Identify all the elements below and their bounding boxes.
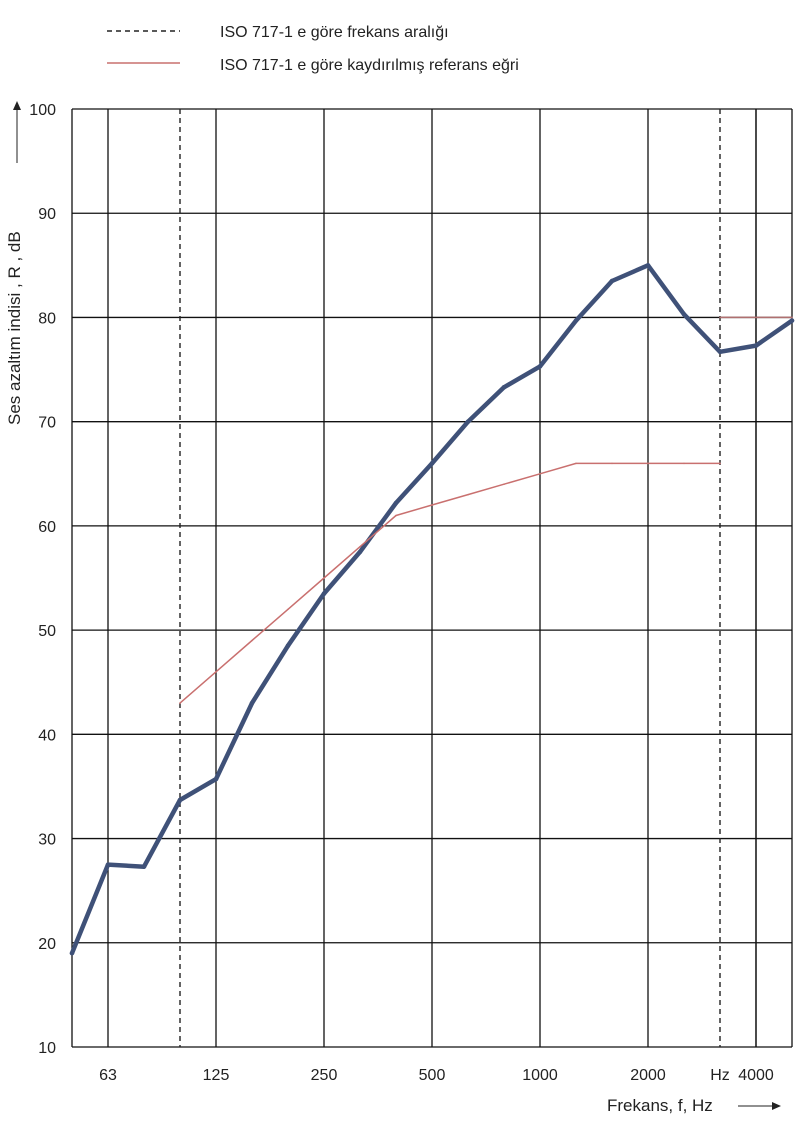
data-point-s0-63 — [105, 862, 111, 867]
data-point-s0-1250 — [573, 318, 579, 323]
data-point-s1-1600 — [611, 462, 613, 465]
data-point-s1-100 — [179, 702, 181, 704]
y-tick-label-60: 60 — [38, 519, 56, 536]
data-point-s1-200 — [287, 608, 289, 611]
data-point-s0-315 — [357, 549, 363, 555]
series-lines — [69, 263, 795, 956]
x-tick-label-63: 63 — [99, 1067, 117, 1084]
y-tick-label-90: 90 — [38, 206, 56, 223]
series-line-1 — [179, 462, 721, 704]
data-point-s0-400 — [393, 500, 399, 506]
x-tick-label-1000: 1000 — [522, 1067, 558, 1084]
y-axis-arrow — [13, 101, 21, 163]
data-point-s0-500 — [429, 461, 435, 466]
data-point-s0-200 — [285, 643, 291, 648]
legend: ISO 717-1 e göre frekans aralığı ISO 717… — [107, 24, 519, 74]
data-point-s1-2000 — [647, 462, 649, 465]
data-point-s1-125 — [215, 671, 217, 673]
data-point-s1-3150 — [719, 462, 721, 465]
data-point-s1-500 — [431, 504, 433, 506]
x-axis-label: Frekans, f, Hz — [607, 1096, 713, 1115]
tick-labels: 10 20 30 40 50 60 70 80 90 100 63 125 250 500 1000 2000… — [29, 102, 774, 1084]
y-tick-label-40: 40 — [38, 727, 56, 744]
data-point-s0-4000 — [753, 343, 759, 348]
data-point-s1-400 — [395, 514, 397, 517]
data-point-s1-1250 — [575, 462, 577, 465]
data-point-s1-800 — [503, 483, 505, 485]
data-point-s2-4000 — [755, 316, 757, 319]
data-point-s2-5000 — [791, 316, 793, 319]
data-point-s1-2500 — [683, 462, 685, 465]
data-point-s1-630 — [467, 493, 469, 496]
data-point-s1-1000 — [539, 473, 541, 475]
data-point-s2-3150 — [719, 316, 721, 319]
y-tick-label-30: 30 — [38, 832, 56, 849]
data-point-s0-250 — [321, 591, 327, 596]
x-tick-label-500: 500 — [419, 1067, 446, 1084]
data-point-s1-250 — [323, 577, 325, 579]
legend-label-reference-curve: ISO 717-1 e göre kaydırılmış referans eğ… — [220, 57, 519, 74]
data-point-s0-5000 — [789, 318, 795, 323]
data-point-s0-100 — [177, 797, 183, 803]
data-point-s0-3150 — [717, 349, 723, 355]
x-tick-label-4000: 4000 — [738, 1067, 774, 1084]
data-point-s0-800 — [501, 385, 507, 390]
legend-label-frequency-range: ISO 717-1 e göre frekans aralığı — [220, 24, 449, 41]
x-axis-arrow — [738, 1102, 781, 1110]
y-axis-label: Ses azaltım indisi , R , dB — [5, 231, 24, 425]
x-tick-label-250: 250 — [311, 1067, 338, 1084]
data-point-s0-1000 — [537, 364, 543, 369]
data-point-s1-315 — [359, 545, 361, 548]
y-tick-label-70: 70 — [38, 415, 56, 432]
data-point-s0-80 — [141, 864, 147, 869]
data-point-s0-160 — [249, 700, 255, 706]
data-point-s0-50 — [69, 950, 75, 956]
x-tick-label-125: 125 — [203, 1067, 230, 1084]
y-tick-label-80: 80 — [38, 310, 56, 327]
data-point-s0-630 — [465, 419, 471, 424]
data-point-s0-1600 — [609, 278, 615, 284]
data-point-s0-125 — [213, 776, 219, 782]
data-point-s1-160 — [251, 639, 253, 642]
x-tick-label-2000: 2000 — [630, 1067, 666, 1084]
data-point-s0-2500 — [681, 312, 687, 317]
frequency-range-markers — [179, 109, 721, 1047]
y-tick-label-10: 10 — [38, 1040, 56, 1057]
y-tick-label-20: 20 — [38, 936, 56, 953]
y-tick-label-100: 100 — [29, 102, 56, 119]
y-tick-label-50: 50 — [38, 623, 56, 640]
data-point-s0-2000 — [645, 263, 651, 268]
x-tick-label-Hz: Hz — [710, 1067, 730, 1084]
